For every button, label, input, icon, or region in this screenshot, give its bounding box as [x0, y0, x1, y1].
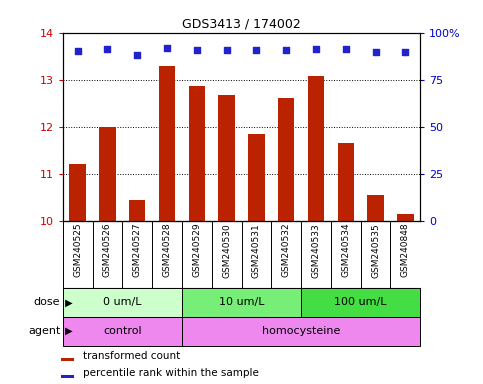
Point	[282, 46, 290, 53]
Point	[74, 48, 82, 54]
Text: 10 um/L: 10 um/L	[219, 297, 264, 308]
Text: agent: agent	[28, 326, 60, 336]
Text: dose: dose	[34, 297, 60, 308]
Text: GSM240531: GSM240531	[252, 223, 261, 278]
Text: GSM240534: GSM240534	[341, 223, 350, 278]
Point	[163, 45, 171, 51]
Bar	[61, 358, 74, 361]
Text: GSM240532: GSM240532	[282, 223, 291, 278]
Point	[133, 52, 141, 58]
Text: GSM240526: GSM240526	[103, 223, 112, 278]
Text: ▶: ▶	[62, 326, 73, 336]
Text: GSM240533: GSM240533	[312, 223, 320, 278]
Text: GSM240530: GSM240530	[222, 223, 231, 278]
Bar	[338, 143, 354, 221]
Text: GSM240525: GSM240525	[73, 223, 82, 278]
Bar	[301, 288, 420, 317]
Bar	[397, 214, 413, 221]
Title: GDS3413 / 174002: GDS3413 / 174002	[182, 17, 301, 30]
Point	[223, 46, 230, 53]
Text: 100 um/L: 100 um/L	[334, 297, 387, 308]
Bar	[129, 200, 145, 221]
Text: control: control	[103, 326, 142, 336]
Bar	[189, 86, 205, 221]
Text: transformed count: transformed count	[83, 351, 181, 361]
Text: GSM240848: GSM240848	[401, 223, 410, 278]
Bar	[278, 98, 294, 221]
Bar	[63, 288, 182, 317]
Point	[193, 46, 201, 53]
Bar	[99, 127, 115, 221]
Text: ▶: ▶	[62, 297, 73, 308]
Text: GSM240529: GSM240529	[192, 223, 201, 278]
Bar	[248, 134, 265, 221]
Point	[401, 49, 409, 55]
Point	[253, 46, 260, 53]
Bar	[182, 288, 301, 317]
Text: GSM240535: GSM240535	[371, 223, 380, 278]
Text: GSM240528: GSM240528	[163, 223, 171, 278]
Bar	[159, 66, 175, 221]
Bar	[63, 317, 182, 346]
Bar	[368, 195, 384, 221]
Point	[312, 46, 320, 52]
Bar	[308, 76, 324, 221]
Point	[104, 46, 112, 52]
Bar	[218, 95, 235, 221]
Text: percentile rank within the sample: percentile rank within the sample	[83, 367, 259, 377]
Bar	[182, 317, 420, 346]
Text: GSM240527: GSM240527	[133, 223, 142, 278]
Text: homocysteine: homocysteine	[262, 326, 340, 336]
Bar	[61, 375, 74, 377]
Point	[372, 49, 380, 55]
Point	[342, 46, 350, 52]
Bar	[70, 164, 86, 221]
Text: 0 um/L: 0 um/L	[103, 297, 142, 308]
